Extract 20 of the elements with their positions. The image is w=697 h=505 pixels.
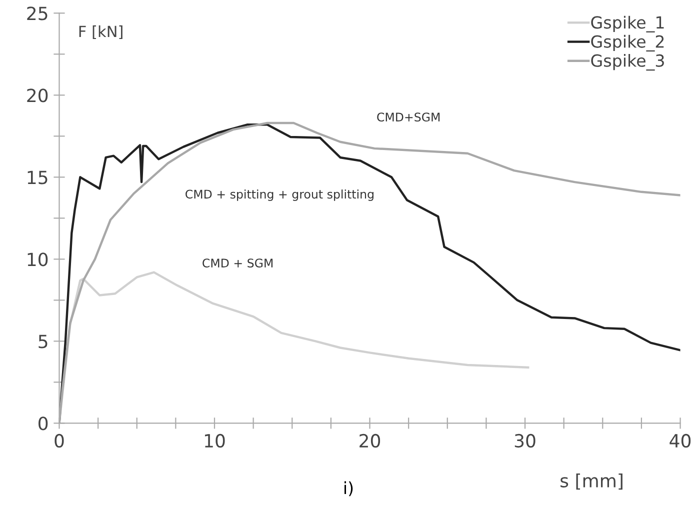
x-axis-title: s [mm] [560,474,622,490]
legend-label: Gspike_3 [591,54,664,71]
x-tick-label: 10 [204,434,225,448]
y-tick-label: 25 [27,6,48,20]
y-axis-title: F [kN] [79,25,122,40]
text: i) [344,481,353,496]
legend-label: Gspike_1 [591,16,664,32]
y-tick-label: 5 [38,334,48,348]
y-tick-label: 15 [28,170,48,184]
x-tick-label: 40 [670,434,691,448]
y-tick-label: 20 [27,88,48,102]
y-tick-label: 10 [28,252,48,266]
x-tick-label: 20 [360,434,380,448]
annotation: CMD + SGM [202,258,273,268]
y-tick-label: 0 [38,416,48,430]
x-tick-label: 0 [54,434,64,448]
x-tick-label: 30 [514,434,536,448]
annotation: CMD+SGM [377,112,440,122]
legend-label: Gspike_2 [591,34,664,52]
annotation: CMD + spitting + grout splitting [186,189,374,201]
